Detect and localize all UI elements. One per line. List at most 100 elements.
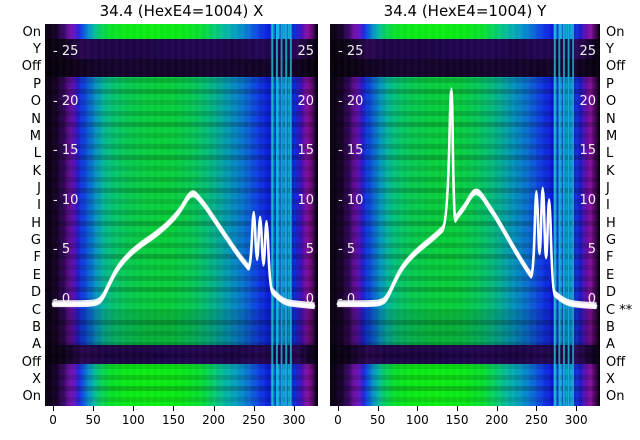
category-tick-label: O	[30, 94, 41, 110]
profile-trace	[52, 192, 315, 306]
x-tick-label: 0	[334, 413, 342, 427]
profile-trace	[52, 194, 315, 308]
category-tick-label: On	[606, 389, 625, 405]
x-tick-mark	[337, 406, 339, 411]
profile-trace	[337, 91, 597, 308]
category-tick-label: J	[606, 180, 610, 196]
x-tick-mark	[576, 406, 578, 411]
inner-tick-label-right: 25	[579, 44, 596, 59]
inner-tick-label-left: - 5	[338, 242, 356, 258]
category-tick-label: G	[606, 233, 617, 249]
panel-title-left: 34.4 (HexE4=1004) X	[99, 2, 264, 20]
category-tick-label: Off	[21, 59, 41, 75]
category-tick-label: L	[606, 146, 614, 162]
inner-tick-label-right: 0	[305, 292, 314, 307]
x-tick-mark	[417, 406, 419, 411]
category-tick-label: On	[606, 24, 625, 40]
profile-trace	[52, 191, 315, 306]
category-tick-label: M	[606, 128, 618, 144]
x-tick-mark	[253, 406, 255, 411]
inner-tick-label-right: 15	[297, 143, 314, 159]
x-tick-label: 200	[485, 413, 509, 427]
category-tick-label: E	[32, 267, 41, 283]
inner-tick-label-right: 20	[297, 93, 314, 109]
x-tick-mark	[293, 406, 295, 411]
x-tick-mark	[457, 406, 459, 411]
profile-trace	[51, 192, 316, 308]
category-tick-label: F	[33, 250, 41, 266]
inner-tick-label-right: 5	[305, 242, 314, 258]
x-tick-label: 250	[242, 413, 266, 427]
x-tick-label: 50	[85, 413, 101, 427]
inner-tick-label-left: - 0	[338, 292, 356, 307]
inner-tick-label-left: - 10	[338, 192, 364, 208]
category-tick-label: E	[606, 267, 615, 283]
inner-tick-label-right: 25	[297, 44, 314, 59]
category-tick-label: M	[29, 128, 41, 144]
profile-trace	[337, 89, 597, 306]
category-tick-label: I	[606, 198, 610, 214]
profile-trace	[337, 87, 597, 304]
x-tick-mark	[133, 406, 135, 411]
inner-tick-label-left: - 25	[53, 44, 79, 59]
inner-tick-label-left: - 25	[338, 44, 364, 59]
category-tick-label: D	[30, 285, 41, 301]
inner-tick-label-left: - 15	[338, 143, 364, 159]
category-tick-label: X	[606, 371, 615, 387]
x-tick-mark	[93, 406, 95, 411]
x-tick-label: 300	[564, 413, 588, 427]
category-tick-label: X	[32, 371, 41, 387]
profile-curve-overlay-y	[336, 87, 598, 310]
category-tick-label: D	[606, 285, 617, 301]
x-tick-mark	[377, 406, 379, 411]
x-tick-label: 300	[282, 413, 306, 427]
x-axis-left: 0 50 100 150 200 250 300	[45, 406, 318, 440]
x-tick-mark	[173, 406, 175, 411]
x-tick-label: 100	[121, 413, 145, 427]
category-tick-label: J	[37, 180, 41, 196]
profile-curve-overlay-x	[51, 190, 316, 310]
category-tick-label: H	[31, 215, 41, 231]
category-tick-label: Off	[606, 354, 626, 370]
profile-trace	[337, 89, 597, 306]
heatmap-panel-x[interactable]: - 25 25 - 20 20 - 15 15 - 10 10 - 5 5 - 0 0	[45, 24, 318, 406]
category-tick-label: B	[606, 319, 615, 335]
category-tick-label: B	[32, 319, 41, 335]
category-tick-label: L	[33, 146, 41, 162]
inner-tick-label-left: - 15	[53, 143, 79, 159]
category-tick-label: On	[22, 24, 41, 40]
inner-tick-label-left: - 10	[53, 192, 79, 208]
category-tick-label: G	[30, 233, 41, 249]
category-tick-label: N	[31, 111, 41, 127]
category-tick-label: Y	[606, 42, 614, 58]
x-tick-label: 0	[49, 413, 57, 427]
category-tick-label: A	[32, 337, 41, 353]
x-tick-mark	[53, 406, 55, 411]
x-tick-label: 150	[162, 413, 185, 427]
heatmap-panel-y[interactable]: - 25 25 - 20 20 - 15 15 - 10 10 - 5 5 - 0 0	[330, 24, 600, 406]
category-tick-label: O	[606, 94, 617, 110]
inner-tick-label-right: 5	[587, 242, 596, 258]
x-tick-label: 100	[405, 413, 429, 427]
inner-tick-label-left: - 5	[53, 242, 71, 258]
category-tick-label: C	[31, 302, 41, 318]
x-axis-right: 0 50 100 150 200 250 300	[330, 406, 600, 440]
inner-tick-label-right: 15	[579, 143, 596, 159]
category-tick-label: H	[606, 215, 616, 231]
category-tick-label: Off	[21, 354, 41, 370]
panel-title-right: 34.4 (HexE4=1004) Y	[383, 2, 547, 20]
x-tick-label: 150	[445, 413, 469, 427]
category-tick-label: F	[606, 250, 614, 266]
inner-tick-label-right: 0	[587, 292, 596, 307]
inner-tick-label-right: 20	[579, 93, 596, 109]
inner-tick-label-right: 10	[297, 192, 314, 208]
category-tick-label: N	[606, 111, 616, 127]
x-tick-label: 250	[525, 413, 548, 427]
inner-tick-label-left: - 20	[338, 93, 364, 109]
x-tick-mark	[496, 406, 498, 411]
inner-tick-label-right: 10	[579, 192, 596, 208]
category-tick-label: I	[37, 198, 41, 214]
category-tick-label: Y	[33, 42, 41, 58]
category-tick-label: On	[22, 389, 41, 405]
